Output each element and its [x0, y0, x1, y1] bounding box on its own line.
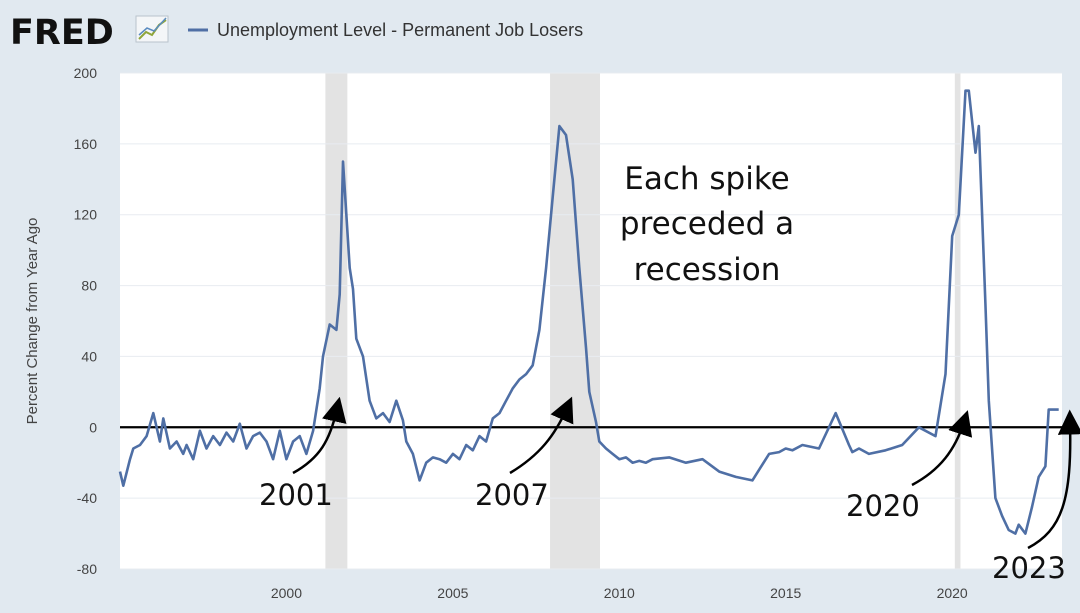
annotation-2023-arrow: [1027, 409, 1080, 550]
x-tick-label: 2020: [937, 585, 968, 601]
x-tick-label: 2005: [437, 585, 468, 601]
y-tick-label: 80: [81, 278, 97, 294]
annotation-2007-label: 2007: [475, 478, 549, 512]
annotation-2001-label: 2001: [259, 478, 333, 512]
legend-label: Unemployment Level - Permanent Job Loser…: [217, 20, 583, 40]
series-layer: [118, 89, 1059, 535]
y-axis-ticks: 200 160 120 80 40 0 -40 -80: [74, 65, 98, 577]
annotation-2020-arrow: [911, 410, 973, 487]
annotation-2020: 2020: [846, 410, 973, 523]
annotation-line-1: Each spike: [624, 161, 790, 197]
recession-band-2: [954, 73, 961, 569]
annotation-line-3: recession: [634, 252, 781, 288]
x-tick-label: 2015: [770, 585, 801, 601]
x-tick-label: 2000: [271, 585, 302, 601]
y-tick-label: 160: [74, 136, 98, 152]
y-tick-label: -80: [77, 561, 97, 577]
annotation-2023-label: 2023: [992, 551, 1066, 585]
annotation-line-2: preceded a: [620, 206, 794, 242]
y-tick-label: 40: [81, 348, 97, 364]
gridlines: [120, 72, 1062, 570]
annotation-main: Each spike preceded a recession: [620, 161, 794, 288]
x-tick-label: 2010: [604, 585, 635, 601]
x-axis-ticks: 2000 2005 2010 2015 2020: [271, 585, 968, 601]
y-axis-title: Percent Change from Year Ago: [24, 218, 41, 425]
recession-band-1: [550, 73, 600, 569]
annotation-2020-label: 2020: [846, 489, 920, 523]
annotation-2007: 2007: [475, 396, 574, 512]
fred-logo[interactable]: FRED: [10, 13, 169, 53]
fred-graph-icon: [135, 15, 169, 43]
y-tick-label: 200: [74, 65, 98, 81]
y-tick-label: -40: [77, 490, 97, 506]
legend: Unemployment Level - Permanent Job Loser…: [188, 20, 583, 40]
series-line-0: [118, 89, 1059, 535]
y-tick-label: 120: [74, 207, 98, 223]
fred-logo-text: FRED: [10, 13, 114, 53]
annotation-2001: 2001: [259, 396, 347, 512]
annotation-2001-arrow: [292, 396, 347, 475]
annotation-2023: 2023: [992, 409, 1080, 585]
annotation-2007-arrow: [509, 396, 574, 475]
y-tick-label: 0: [89, 419, 97, 435]
